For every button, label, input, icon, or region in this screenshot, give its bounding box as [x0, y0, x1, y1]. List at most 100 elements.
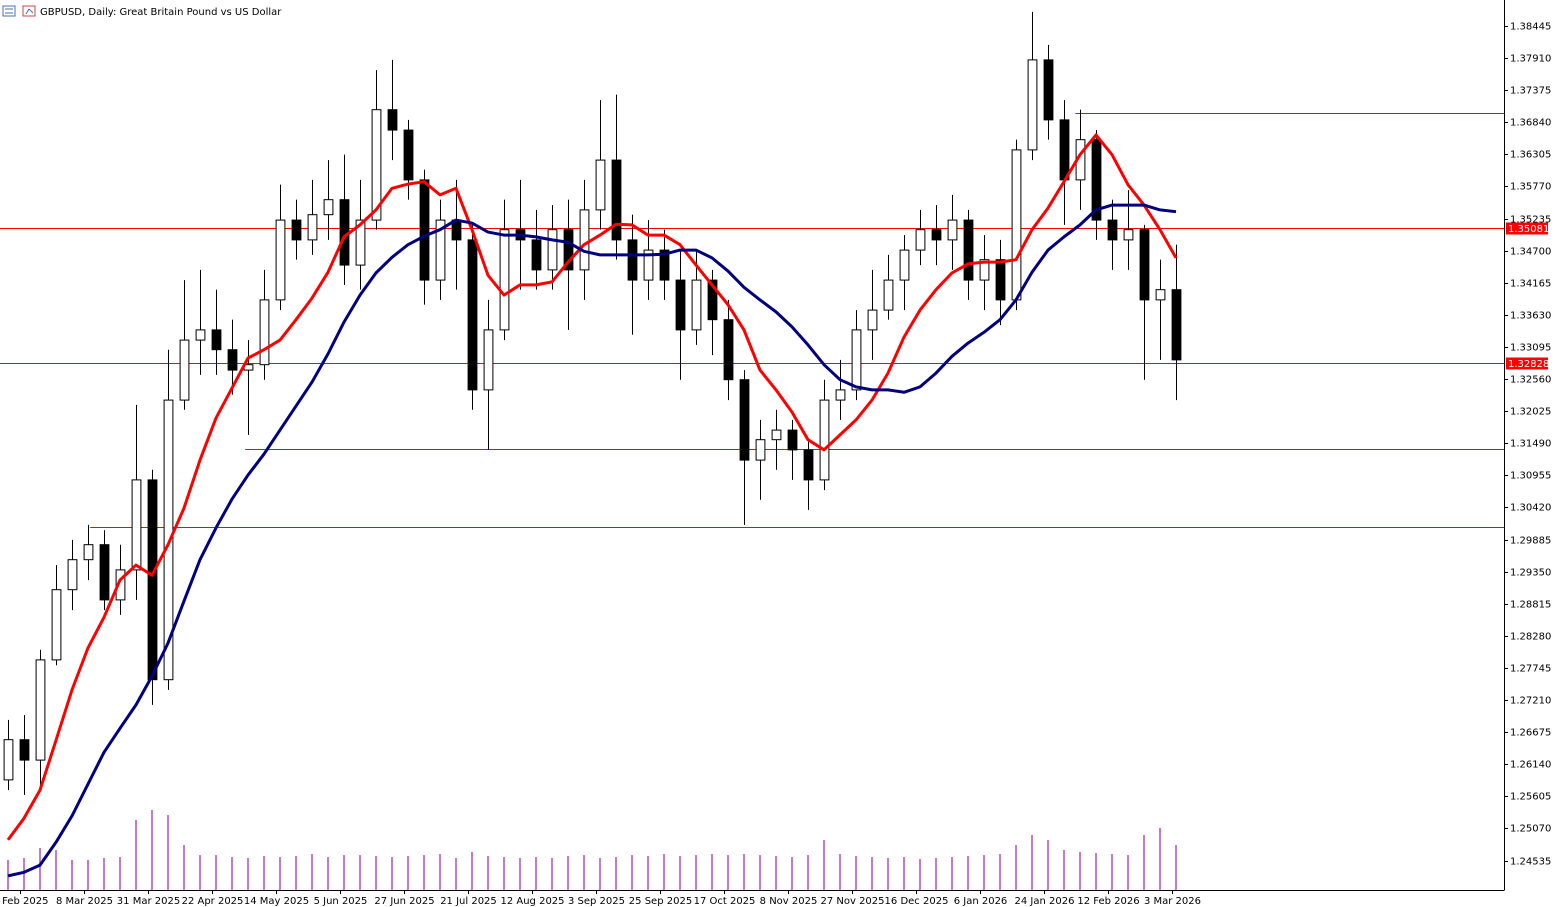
x-tick-label: 25 Sep 2025: [629, 896, 692, 907]
volume-bar: [503, 857, 505, 890]
volume-bar: [791, 857, 793, 890]
volume-bar: [263, 856, 265, 890]
y-tick-label: 1.36305: [1510, 150, 1551, 161]
y-tick-label: 1.27745: [1510, 664, 1551, 675]
chart-icon[interactable]: [22, 5, 36, 17]
candle-body: [35, 659, 46, 761]
candle-body: [803, 449, 814, 481]
candle-body: [835, 389, 846, 401]
candle-body: [595, 159, 606, 211]
y-tick-label: 1.30420: [1510, 503, 1551, 514]
candle-body: [179, 339, 190, 401]
volume-bar: [855, 856, 857, 890]
volume-bar: [999, 854, 1001, 890]
volume-bar: [695, 855, 697, 890]
volume-bar: [647, 856, 649, 890]
candle-body: [1091, 139, 1102, 221]
candle-body: [435, 219, 446, 281]
volume-bar: [967, 856, 969, 890]
x-tick-label: 8 Nov 2025: [760, 896, 818, 907]
x-tick-label: 22 Apr 2025: [182, 896, 244, 907]
candle-body: [67, 559, 78, 591]
candle-body: [531, 239, 542, 271]
x-tick-label: 27 Jun 2025: [374, 896, 434, 907]
volume-bar: [1143, 835, 1145, 890]
y-tick-label: 1.28280: [1510, 632, 1551, 643]
volume-bar: [935, 858, 937, 890]
moving-average: [6, 133, 1178, 841]
y-tick-label: 1.27210: [1510, 696, 1551, 707]
volume-bar: [103, 858, 105, 890]
volume-bar: [519, 858, 521, 890]
volume-bar: [231, 857, 233, 890]
x-tick-label: 8 Feb 2025: [0, 896, 48, 907]
candle-body: [771, 429, 782, 441]
candle-body: [147, 479, 158, 681]
x-tick-label: 14 May 2025: [244, 896, 309, 907]
volume-bar: [631, 855, 633, 890]
candle-body: [483, 329, 494, 391]
candle-body: [403, 129, 414, 181]
x-tick-label: 21 Jul 2025: [440, 896, 497, 907]
y-tick-label: 1.34700: [1510, 247, 1551, 258]
volume-bar: [407, 856, 409, 890]
volume-bar: [39, 848, 41, 890]
volume-bar: [839, 854, 841, 890]
y-tick-label: 1.36840: [1510, 118, 1551, 129]
candle-body: [1043, 59, 1054, 121]
candle-body: [19, 739, 30, 761]
chart-icon-line: [28, 8, 34, 14]
volume-bar: [807, 855, 809, 890]
chart-title: GBPUSD, Daily: Great Britain Pound vs US…: [40, 7, 282, 18]
level-label: 1.32828: [1508, 359, 1549, 370]
candle-body: [755, 439, 766, 461]
x-tick-label: 3 Mar 2026: [1144, 896, 1201, 907]
x-tick-label: 12 Aug 2025: [500, 896, 564, 907]
volume-bar: [1063, 850, 1065, 890]
volume-bar: [391, 857, 393, 890]
candle-body: [979, 259, 990, 281]
candle-body: [995, 259, 1006, 301]
candle-body: [867, 309, 878, 331]
candle-body: [627, 239, 638, 281]
volume-bar: [951, 857, 953, 890]
candle-body: [819, 399, 830, 481]
volume-bar: [663, 854, 665, 890]
volume-bar: [679, 856, 681, 890]
y-tick-label: 1.28815: [1510, 600, 1551, 611]
volume-bar: [919, 859, 921, 890]
chart-icon-line: [25, 8, 30, 15]
candle-body: [611, 159, 622, 241]
volume-bar: [1047, 840, 1049, 890]
candle-body: [563, 229, 574, 271]
volume-bar: [1095, 853, 1097, 890]
x-tick-label: 17 Oct 2025: [694, 896, 756, 907]
candle-body: [739, 379, 750, 461]
candle-body: [83, 544, 94, 561]
volume-bar: [535, 857, 537, 890]
volume-bar: [983, 855, 985, 890]
volume-bar: [887, 858, 889, 890]
candle-body: [723, 319, 734, 381]
x-tick-label: 5 Jun 2025: [314, 896, 368, 907]
volume-bar: [55, 850, 57, 890]
y-tick-label: 1.37375: [1510, 86, 1551, 97]
candle-body: [659, 249, 670, 281]
x-tick-label: 3 Sep 2025: [568, 896, 625, 907]
candle-body: [675, 279, 686, 331]
volume-bar: [775, 856, 777, 890]
candle-body: [3, 739, 14, 781]
level-label-box: [1506, 357, 1548, 370]
menu-icon[interactable]: [2, 5, 16, 17]
volume-bar: [903, 857, 905, 890]
candle-body: [787, 429, 798, 451]
x-tick-label: 31 Mar 2025: [117, 896, 180, 907]
candle-body: [915, 229, 926, 251]
candle-body: [99, 544, 110, 601]
y-tick-label: 1.38445: [1510, 22, 1551, 33]
x-tick-label: 27 Nov 2025: [820, 896, 884, 907]
y-tick-label: 1.32560: [1510, 375, 1551, 386]
volume-bar: [343, 855, 345, 890]
volume-bar: [295, 856, 297, 890]
candle-body: [291, 219, 302, 241]
